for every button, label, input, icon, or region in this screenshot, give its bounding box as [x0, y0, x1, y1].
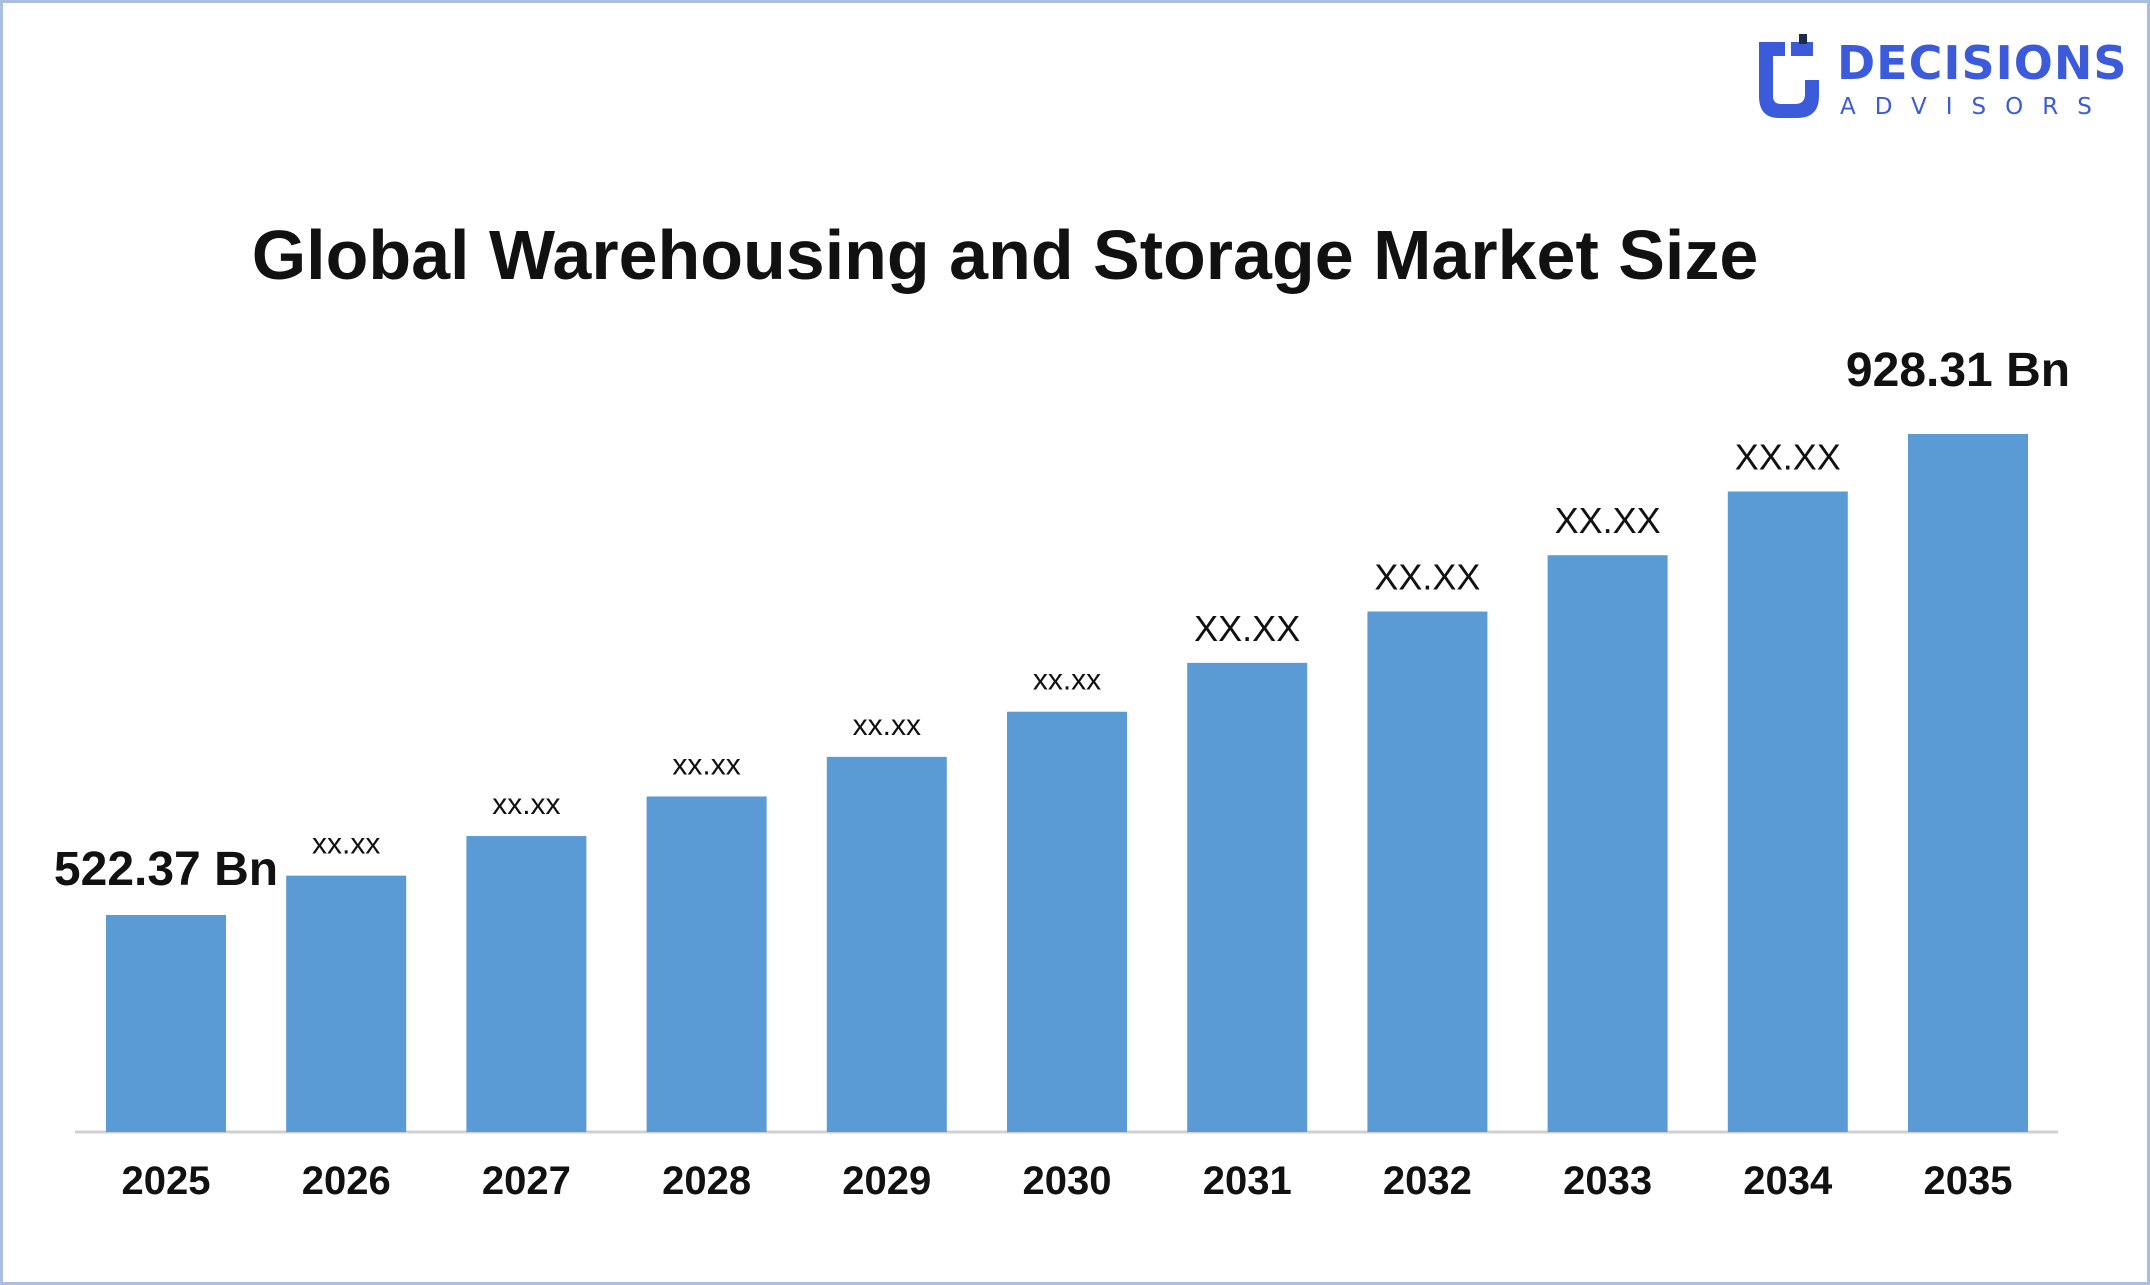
x-tick-label: 2035: [1924, 1159, 2013, 1203]
bar-2027: [466, 836, 587, 1132]
bar-2026: [286, 875, 407, 1132]
bar-2025: [106, 915, 226, 1132]
x-tick-label: 2032: [1383, 1159, 1472, 1203]
decisions-advisors-logo-icon: [1759, 34, 1819, 118]
data-label: xx.xx: [853, 709, 921, 742]
data-label: XX.XX: [1374, 557, 1480, 598]
data-label: XX.XX: [1555, 500, 1661, 541]
bar-2031: [1187, 662, 1308, 1132]
x-tick-label: 2030: [1023, 1159, 1112, 1203]
x-tick-label: 2026: [302, 1159, 391, 1203]
data-label: 928.31 Bn: [1846, 344, 2070, 397]
x-tick-label: 2033: [1563, 1159, 1652, 1203]
data-label: xx.xx: [1033, 664, 1101, 697]
x-tick-label: 2027: [482, 1159, 571, 1203]
x-tick-label: 2028: [662, 1159, 751, 1203]
brand-name: DECISIONS: [1837, 36, 2128, 90]
data-label: 522.37 Bn: [54, 843, 278, 896]
data-label: XX.XX: [1735, 437, 1841, 478]
bar-2032: [1367, 611, 1488, 1132]
bar-2035: [1908, 434, 2028, 1132]
bar-2029: [826, 756, 947, 1132]
brand-tagline: ADVISORS: [1840, 94, 2111, 120]
chart-title: Global Warehousing and Storage Market Si…: [251, 216, 1759, 294]
brand-logo: DECISIONS ADVISORS: [1745, 34, 2126, 124]
x-tick-label: 2025: [122, 1159, 211, 1203]
data-label: xx.xx: [672, 748, 740, 781]
bar-2030: [1007, 711, 1127, 1132]
bar-2033: [1547, 555, 1668, 1132]
bar-2034: [1727, 491, 1848, 1132]
data-label: XX.XX: [1194, 608, 1300, 649]
data-label: xx.xx: [492, 788, 560, 821]
x-tick-label: 2031: [1203, 1159, 1292, 1203]
x-tick-label: 2034: [1743, 1159, 1833, 1203]
x-tick-label: 2029: [842, 1159, 931, 1203]
data-label: xx.xx: [312, 828, 380, 861]
bar-2028: [646, 796, 767, 1132]
